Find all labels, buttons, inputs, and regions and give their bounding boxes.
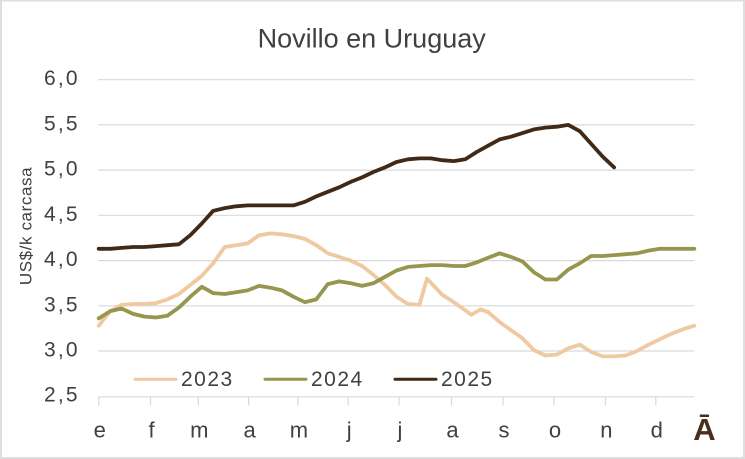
- svg-text:j: j: [346, 418, 352, 443]
- svg-text:d: d: [651, 418, 663, 443]
- svg-text:2,5: 2,5: [44, 384, 80, 407]
- svg-text:2023: 2023: [181, 368, 234, 391]
- svg-text:j: j: [397, 418, 403, 443]
- svg-text:4,5: 4,5: [44, 203, 80, 226]
- svg-text:3,5: 3,5: [44, 293, 80, 316]
- svg-text:US$/k carcasa: US$/k carcasa: [17, 167, 36, 285]
- svg-text:a: a: [446, 418, 459, 443]
- svg-text:Novillo en Uruguay: Novillo en Uruguay: [258, 24, 487, 54]
- svg-text:f: f: [148, 418, 155, 443]
- svg-text:5,0: 5,0: [44, 158, 80, 181]
- svg-text:e: e: [94, 418, 106, 443]
- svg-text:Ā: Ā: [693, 412, 715, 447]
- svg-text:n: n: [600, 418, 612, 443]
- svg-text:5,5: 5,5: [44, 112, 80, 135]
- svg-text:2024: 2024: [311, 368, 364, 391]
- svg-text:m: m: [290, 418, 308, 443]
- svg-text:6,0: 6,0: [44, 67, 80, 90]
- svg-text:2025: 2025: [441, 368, 494, 391]
- svg-text:a: a: [243, 418, 256, 443]
- svg-text:o: o: [549, 418, 561, 443]
- svg-text:m: m: [190, 418, 208, 443]
- svg-text:3,0: 3,0: [44, 339, 80, 362]
- svg-text:4,0: 4,0: [44, 248, 80, 271]
- svg-text:s: s: [499, 418, 510, 443]
